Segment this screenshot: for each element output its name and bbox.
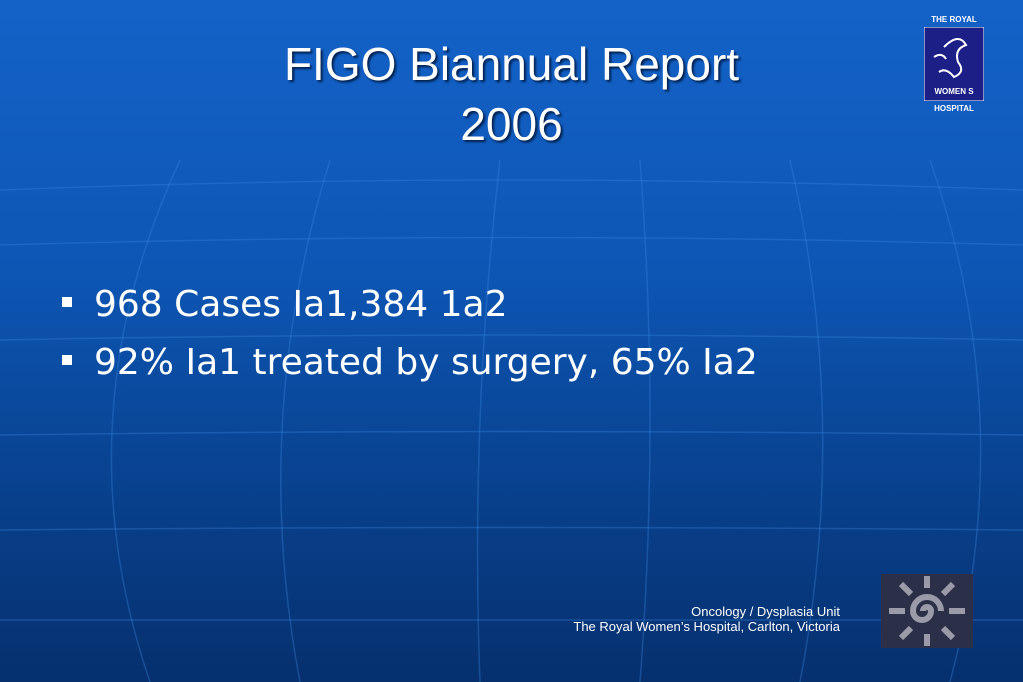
title-line: FIGO Biannual Report <box>283 38 740 90</box>
logo-text: HOSPITAL <box>934 104 974 113</box>
bullet-item: 92% Ia1 treated by surgery, 65% Ia2 <box>62 342 758 383</box>
logo-text: WOMEN S <box>934 87 974 96</box>
logo-text: THE ROYAL <box>931 15 977 24</box>
logo-box <box>924 27 984 101</box>
bullet-item: 968 Cases Ia1,384 1a2 <box>62 284 508 325</box>
footer-line: The Royal Women’s Hospital, Carlton, Vic… <box>573 619 840 634</box>
bullet-text: 92% Ia1 treated by surgery, 65% Ia2 <box>94 342 758 383</box>
sun-logo <box>881 574 973 648</box>
title-line: 2006 <box>460 98 563 150</box>
footer-line: Oncology / Dysplasia Unit <box>691 604 840 619</box>
bullet-text: 968 Cases Ia1,384 1a2 <box>94 284 508 325</box>
